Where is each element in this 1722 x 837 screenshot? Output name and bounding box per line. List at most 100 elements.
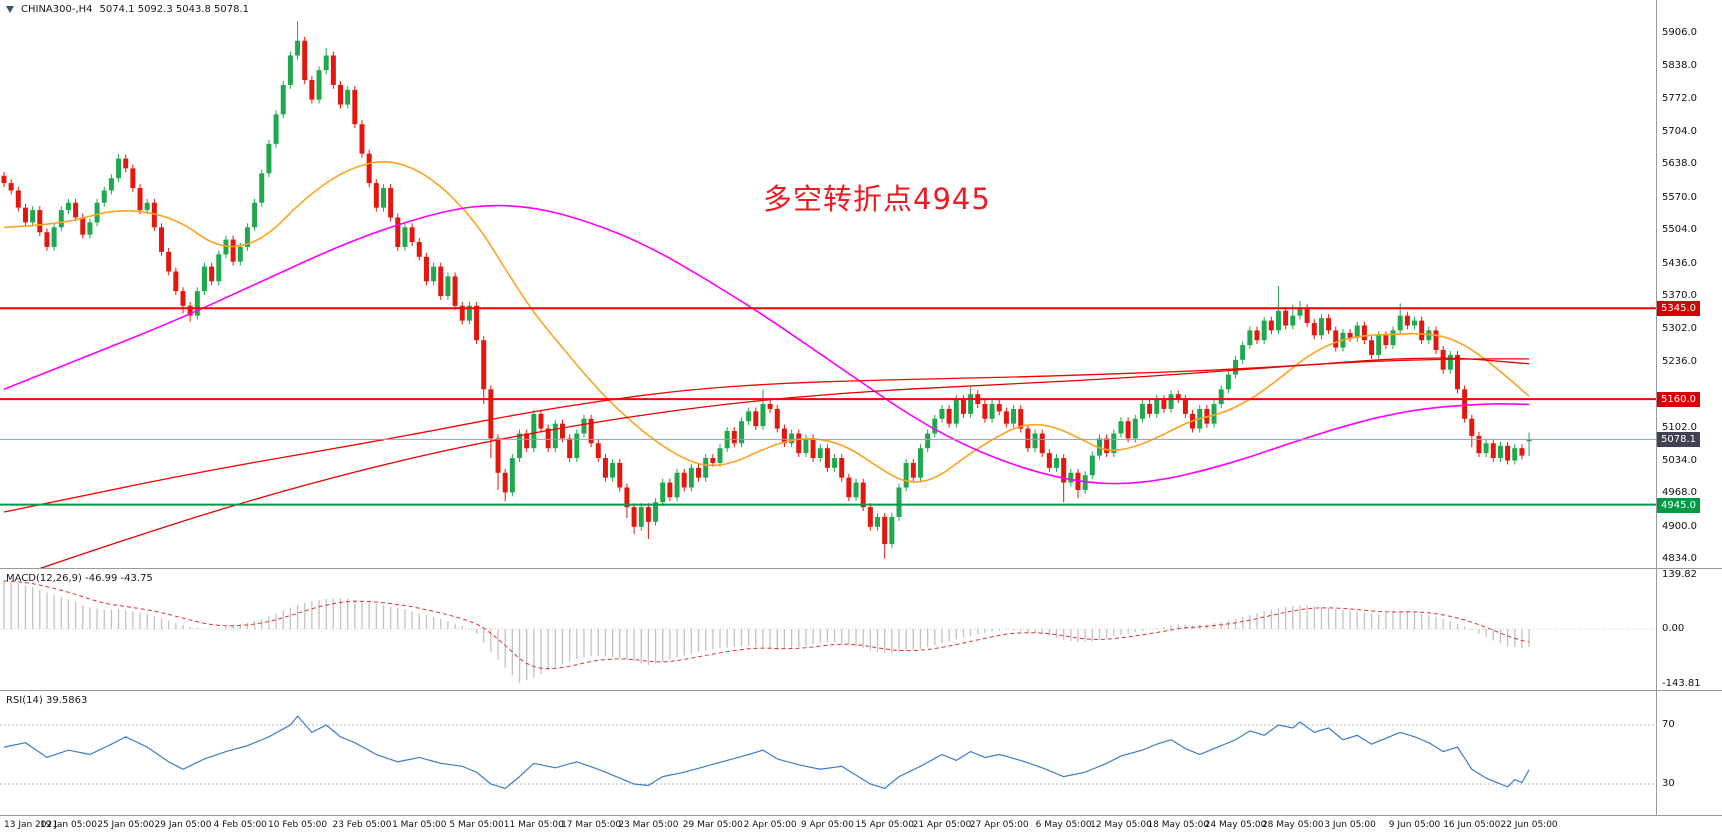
candle-body (416, 242, 422, 257)
candle-body (1297, 308, 1303, 316)
candle-body (65, 202, 71, 211)
candle-body (1182, 399, 1188, 414)
candle-body (488, 389, 494, 439)
candle-body (1497, 445, 1503, 459)
candle-body (1397, 315, 1403, 331)
panel-separator[interactable] (0, 568, 1722, 569)
candle-body (968, 394, 974, 414)
macd-tick-label: 139.82 (1662, 569, 1697, 581)
candle-body (1326, 318, 1332, 331)
candle-body (946, 408, 952, 424)
candle-body (1, 175, 7, 184)
candle-body (1154, 399, 1160, 414)
candle-body (1433, 330, 1439, 351)
macd-panel[interactable]: MACD(12,26,9) -46.99 -43.75 (0, 569, 1656, 690)
candle-body (1046, 453, 1052, 468)
time-label: 29 Mar 05:00 (682, 820, 743, 830)
candle-body (144, 202, 150, 211)
candle-body (345, 89, 351, 105)
price-tick-label: 5838.0 (1662, 60, 1697, 72)
candle-body (22, 207, 28, 223)
candle-body (696, 467, 702, 478)
candle-body (15, 190, 21, 208)
candle-body (1519, 448, 1525, 456)
candlestick-chart[interactable] (0, 0, 1656, 568)
panel-separator[interactable] (0, 690, 1722, 691)
candle-body (1225, 374, 1231, 390)
price-tick-label: 5370.0 (1662, 290, 1697, 302)
candle-body (660, 482, 666, 503)
candle-body (753, 411, 759, 427)
time-label: 13 Jan 2021 (4, 820, 58, 830)
candle-body (939, 408, 945, 419)
price-tick-label: 5436.0 (1662, 257, 1697, 269)
candle-body (839, 458, 845, 478)
candle-body (116, 158, 122, 179)
candle-body (760, 404, 766, 427)
candle-body (774, 408, 780, 429)
price-tick-label: 5570.0 (1662, 191, 1697, 203)
candle-body (688, 467, 694, 488)
candle-body (953, 399, 959, 424)
price-chart-panel[interactable]: CHINA300-,H4 5074.1 5092.3 5043.8 5078.1… (0, 0, 1656, 568)
candle-body (1275, 310, 1281, 331)
price-tick-label: 5034.0 (1662, 454, 1697, 466)
candle-body (366, 153, 372, 184)
candle-body (631, 507, 637, 527)
candle-body (1333, 330, 1339, 348)
candle-body (1261, 320, 1267, 341)
candle-body (201, 266, 207, 292)
price-tick-label: 5102.0 (1662, 421, 1697, 433)
candle-body (1032, 433, 1038, 449)
macd-chart[interactable] (0, 569, 1656, 690)
candle-body (1447, 354, 1453, 370)
candle-body (216, 254, 222, 282)
candle-body (73, 202, 79, 218)
rsi-chart[interactable] (0, 691, 1656, 815)
candle-body (481, 340, 487, 390)
candle-body (731, 431, 737, 444)
candle-body (738, 421, 744, 444)
price-axis[interactable]: 5906.0 5838.0 5772.0 5704.0 5638.0 5570.0 5504… (1657, 0, 1722, 815)
time-axis[interactable]: 13 Jan 2021 19 Jan 05:00 25 Jan 05:00 29 Ja… (0, 816, 1722, 837)
candle-body (323, 55, 329, 71)
annotation-text: 多空转折点4945 (763, 182, 991, 216)
time-label: 21 Apr 05:00 (912, 820, 972, 830)
candle-body (824, 448, 830, 468)
candle-body (1011, 408, 1017, 424)
candle-body (910, 462, 916, 478)
candle-body (1483, 443, 1489, 454)
candle-body (595, 443, 601, 459)
candle-body (867, 507, 873, 527)
candle-body (295, 40, 301, 56)
candle-body (273, 114, 279, 144)
price-tick-label: 5772.0 (1662, 92, 1697, 104)
candle-body (173, 271, 179, 292)
candle-body (703, 458, 709, 478)
candle-body (1018, 408, 1024, 429)
candle-body (960, 399, 966, 414)
candle-body (330, 55, 336, 85)
price-badge: 5160.0 (1657, 392, 1700, 408)
candle-body (58, 210, 64, 228)
price-tick-label: 5906.0 (1662, 26, 1697, 38)
candle-body (996, 404, 1002, 412)
panel-separator (0, 815, 1722, 816)
rsi-panel[interactable]: RSI(14) 39.5863 (0, 691, 1656, 815)
candle-body (1096, 438, 1102, 456)
candle-body (495, 438, 501, 473)
candle-body (1003, 411, 1009, 424)
rsi-value: 39.5863 (45, 695, 88, 706)
candle-body (538, 413, 544, 429)
candle-body (230, 239, 236, 262)
ohlc-values: 5074.1 5092.3 5043.8 5078.1 (99, 4, 250, 15)
time-label: 9 Jun 05:00 (1388, 820, 1441, 830)
time-label: 22 Jun 05:00 (1500, 820, 1558, 830)
candle-body (223, 239, 229, 255)
time-label: 18 May 05:00 (1147, 820, 1210, 830)
candle-body (1025, 428, 1031, 449)
time-label: 15 Apr 05:00 (855, 820, 915, 830)
candle-body (746, 411, 752, 422)
candle-body (789, 433, 795, 444)
